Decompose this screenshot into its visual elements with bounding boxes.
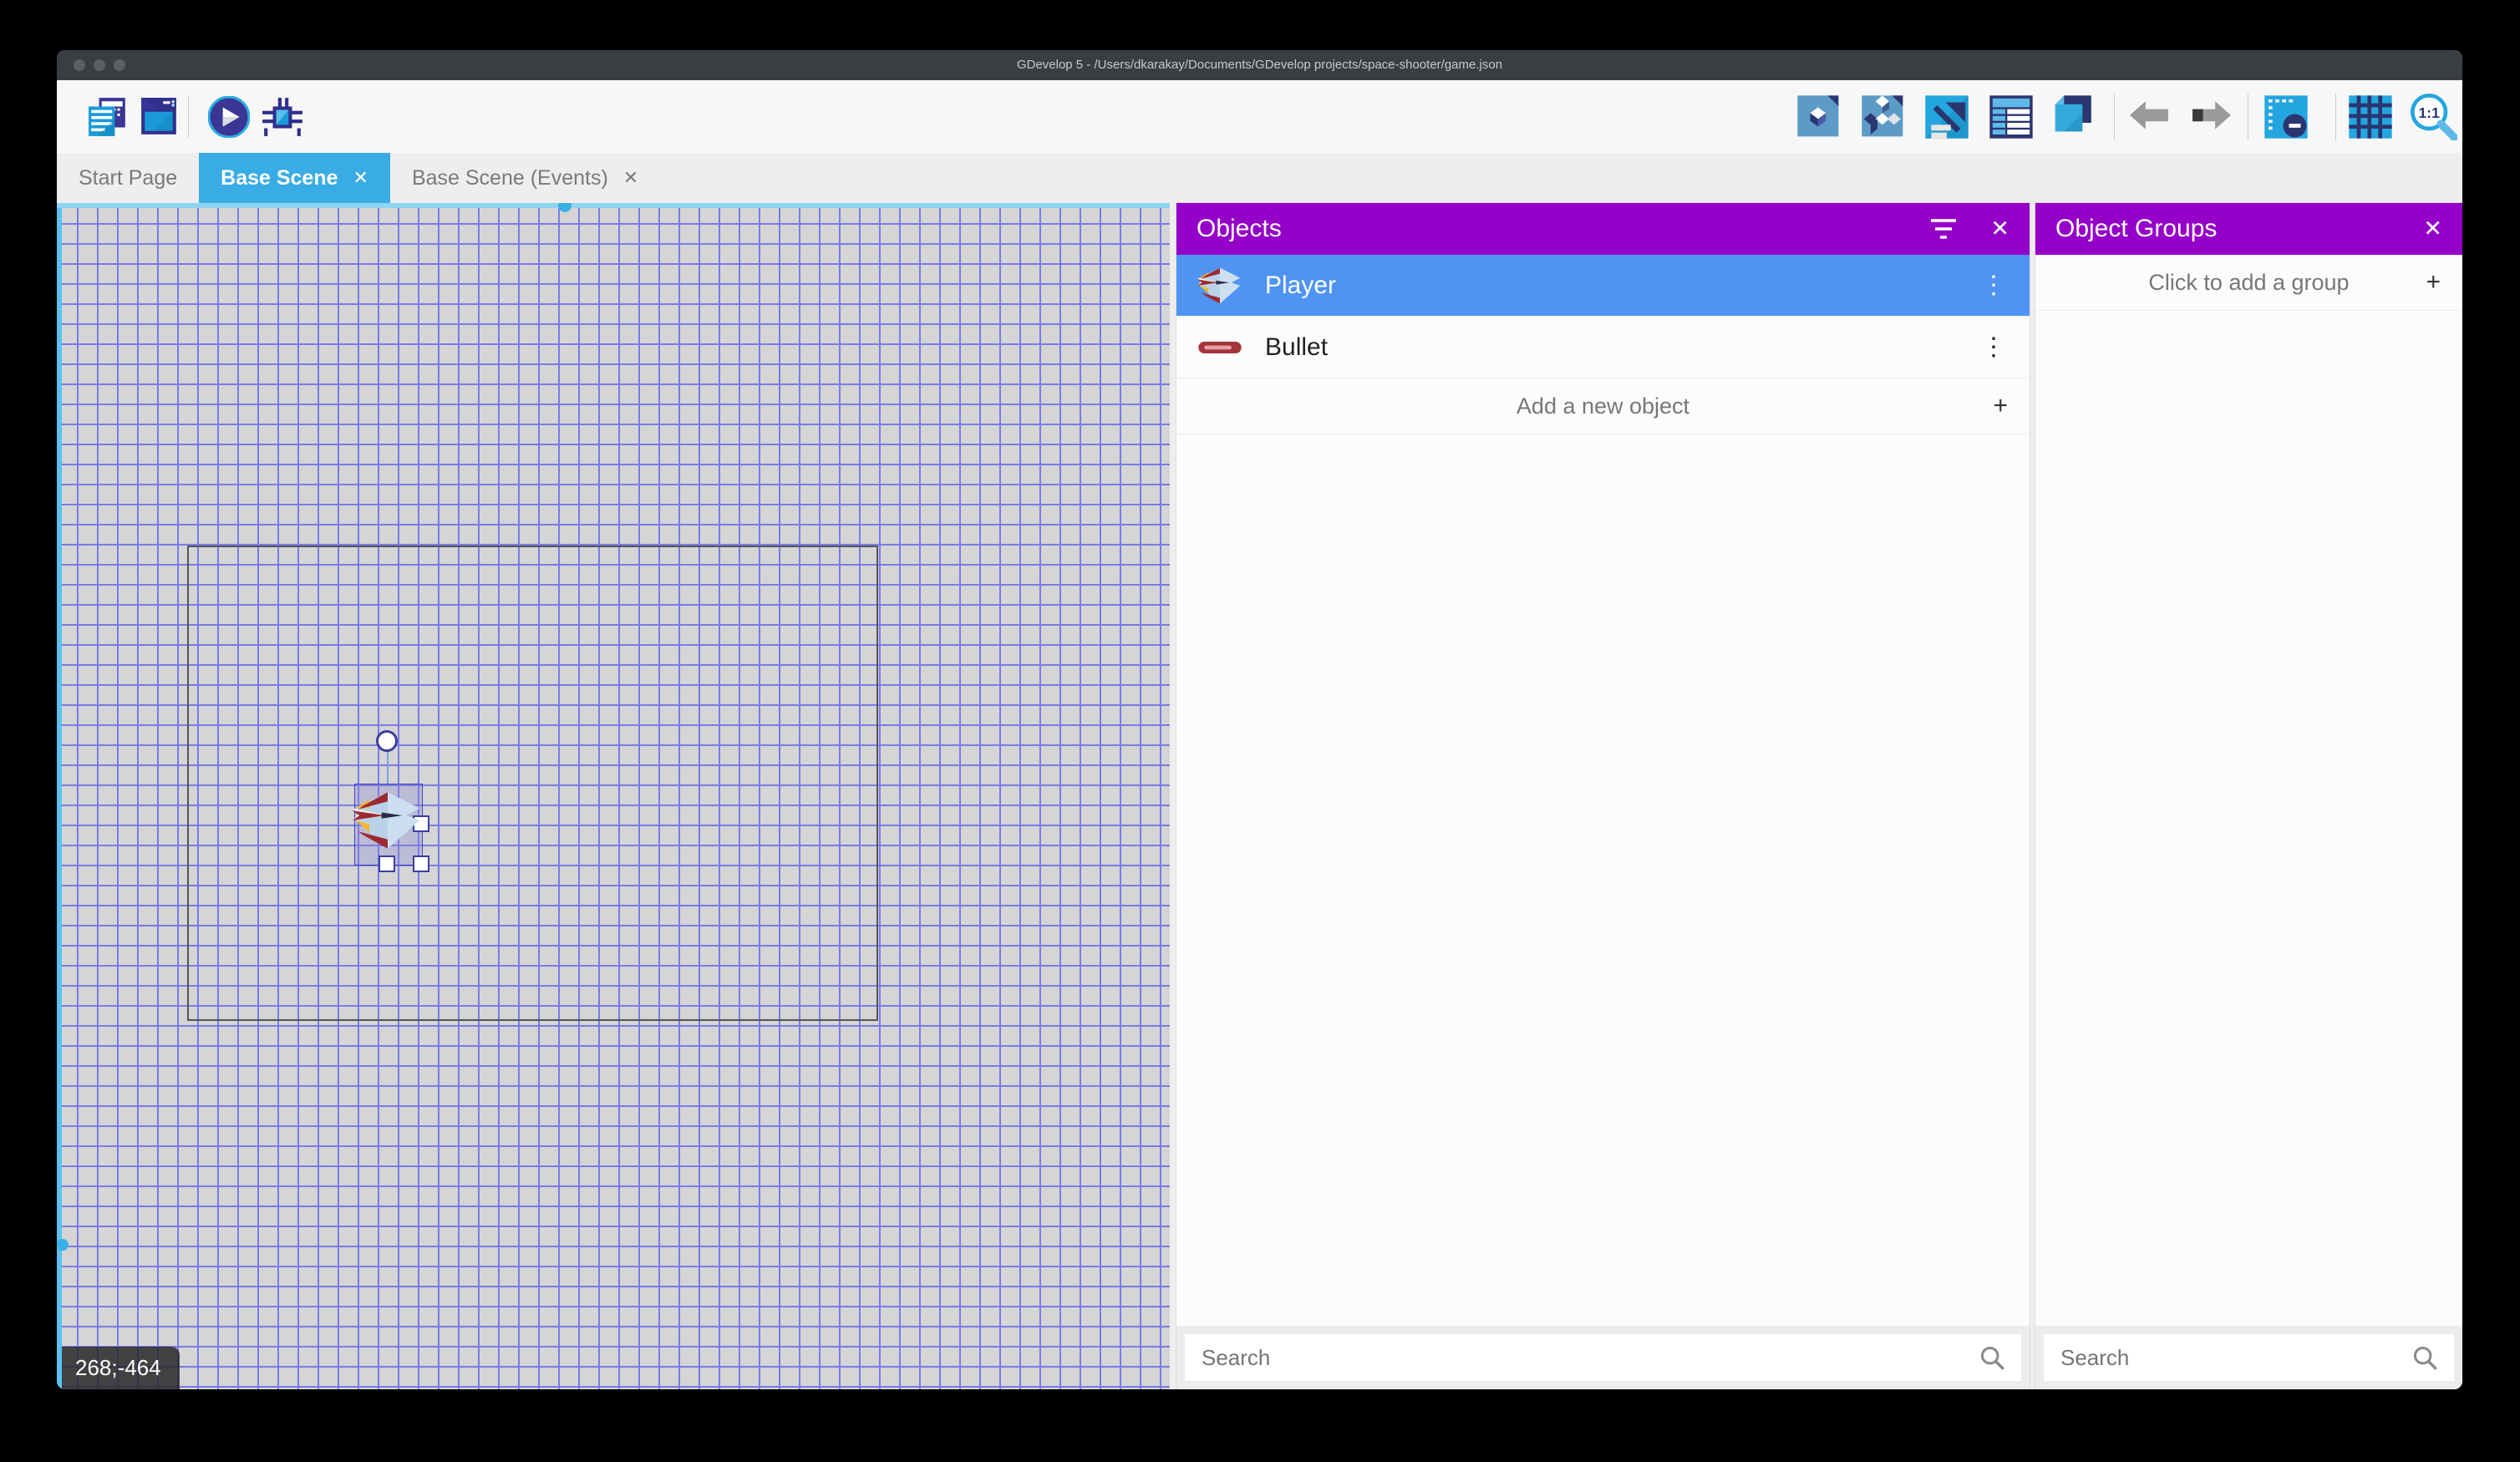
svg-text:1:1: 1:1	[2419, 104, 2441, 121]
